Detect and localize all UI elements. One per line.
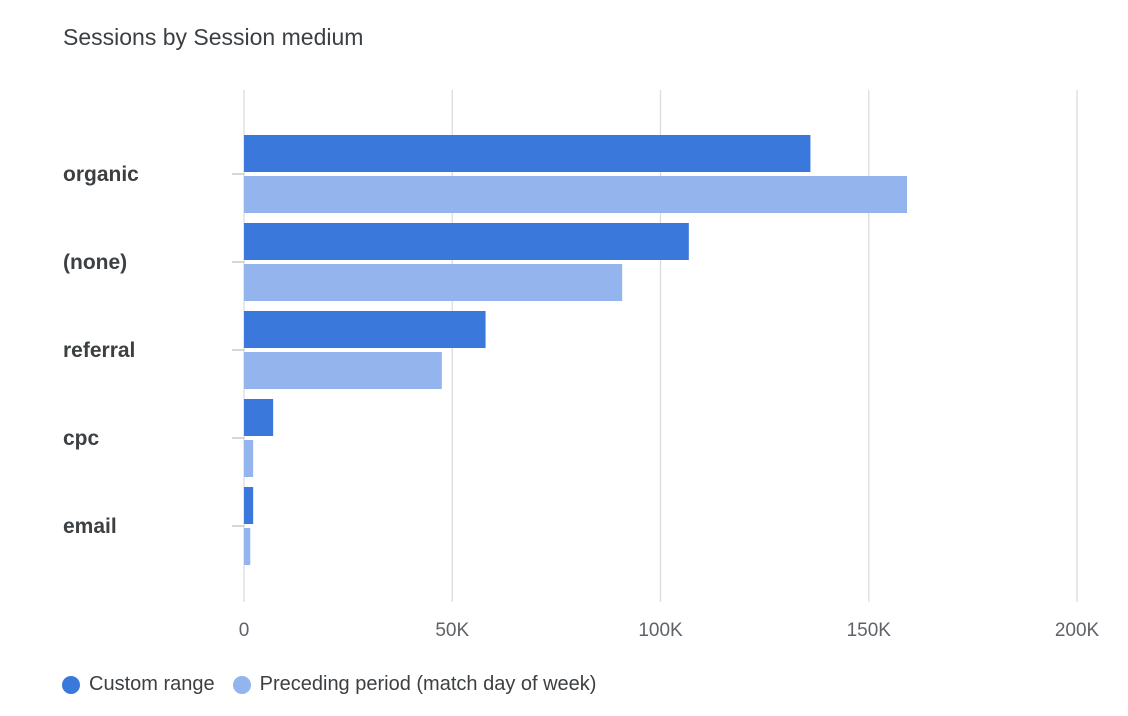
bar-referral-series-1[interactable] xyxy=(244,311,486,348)
legend-label-series-2: Preceding period (match day of week) xyxy=(259,673,597,695)
bar-referral-series-2[interactable] xyxy=(244,352,442,389)
x-tick-label: 50K xyxy=(435,620,469,641)
label-layer: 0 50K 100K 150K 200K organic (none) referral cpc… xyxy=(63,163,1100,641)
category-label: cpc xyxy=(63,427,100,450)
bar-none-series-2[interactable] xyxy=(244,264,623,301)
category-label: organic xyxy=(63,163,139,186)
category-label: email xyxy=(63,515,117,538)
bar-organic-series-2[interactable] xyxy=(244,176,908,213)
bar-none-series-1[interactable] xyxy=(244,223,689,260)
legend-label-series-1: Custom range xyxy=(89,673,215,695)
bar-email-series-1[interactable] xyxy=(244,487,254,524)
x-tick-label: 0 xyxy=(239,620,250,641)
bar-email-series-2[interactable] xyxy=(244,528,251,565)
legend-item-series-2[interactable]: Preceding period (match day of week) xyxy=(232,673,597,696)
bar-layer xyxy=(244,135,908,565)
bar-cpc-series-2[interactable] xyxy=(244,440,254,477)
legend: Custom range Preceding period (match day… xyxy=(62,673,614,696)
legend-swatch-series-2 xyxy=(232,675,251,694)
x-tick-label: 100K xyxy=(638,620,683,641)
legend-swatch-series-1 xyxy=(62,675,80,694)
bar-organic-series-1[interactable] xyxy=(244,135,811,172)
legend-item-series-1[interactable]: Custom range xyxy=(62,673,215,696)
chart-title: Sessions by Session medium xyxy=(63,24,364,50)
x-tick-label: 150K xyxy=(847,620,892,641)
category-label: referral xyxy=(63,339,135,362)
bar-cpc-series-1[interactable] xyxy=(244,399,274,436)
category-label: (none) xyxy=(63,251,127,274)
x-tick-label: 200K xyxy=(1055,620,1100,641)
